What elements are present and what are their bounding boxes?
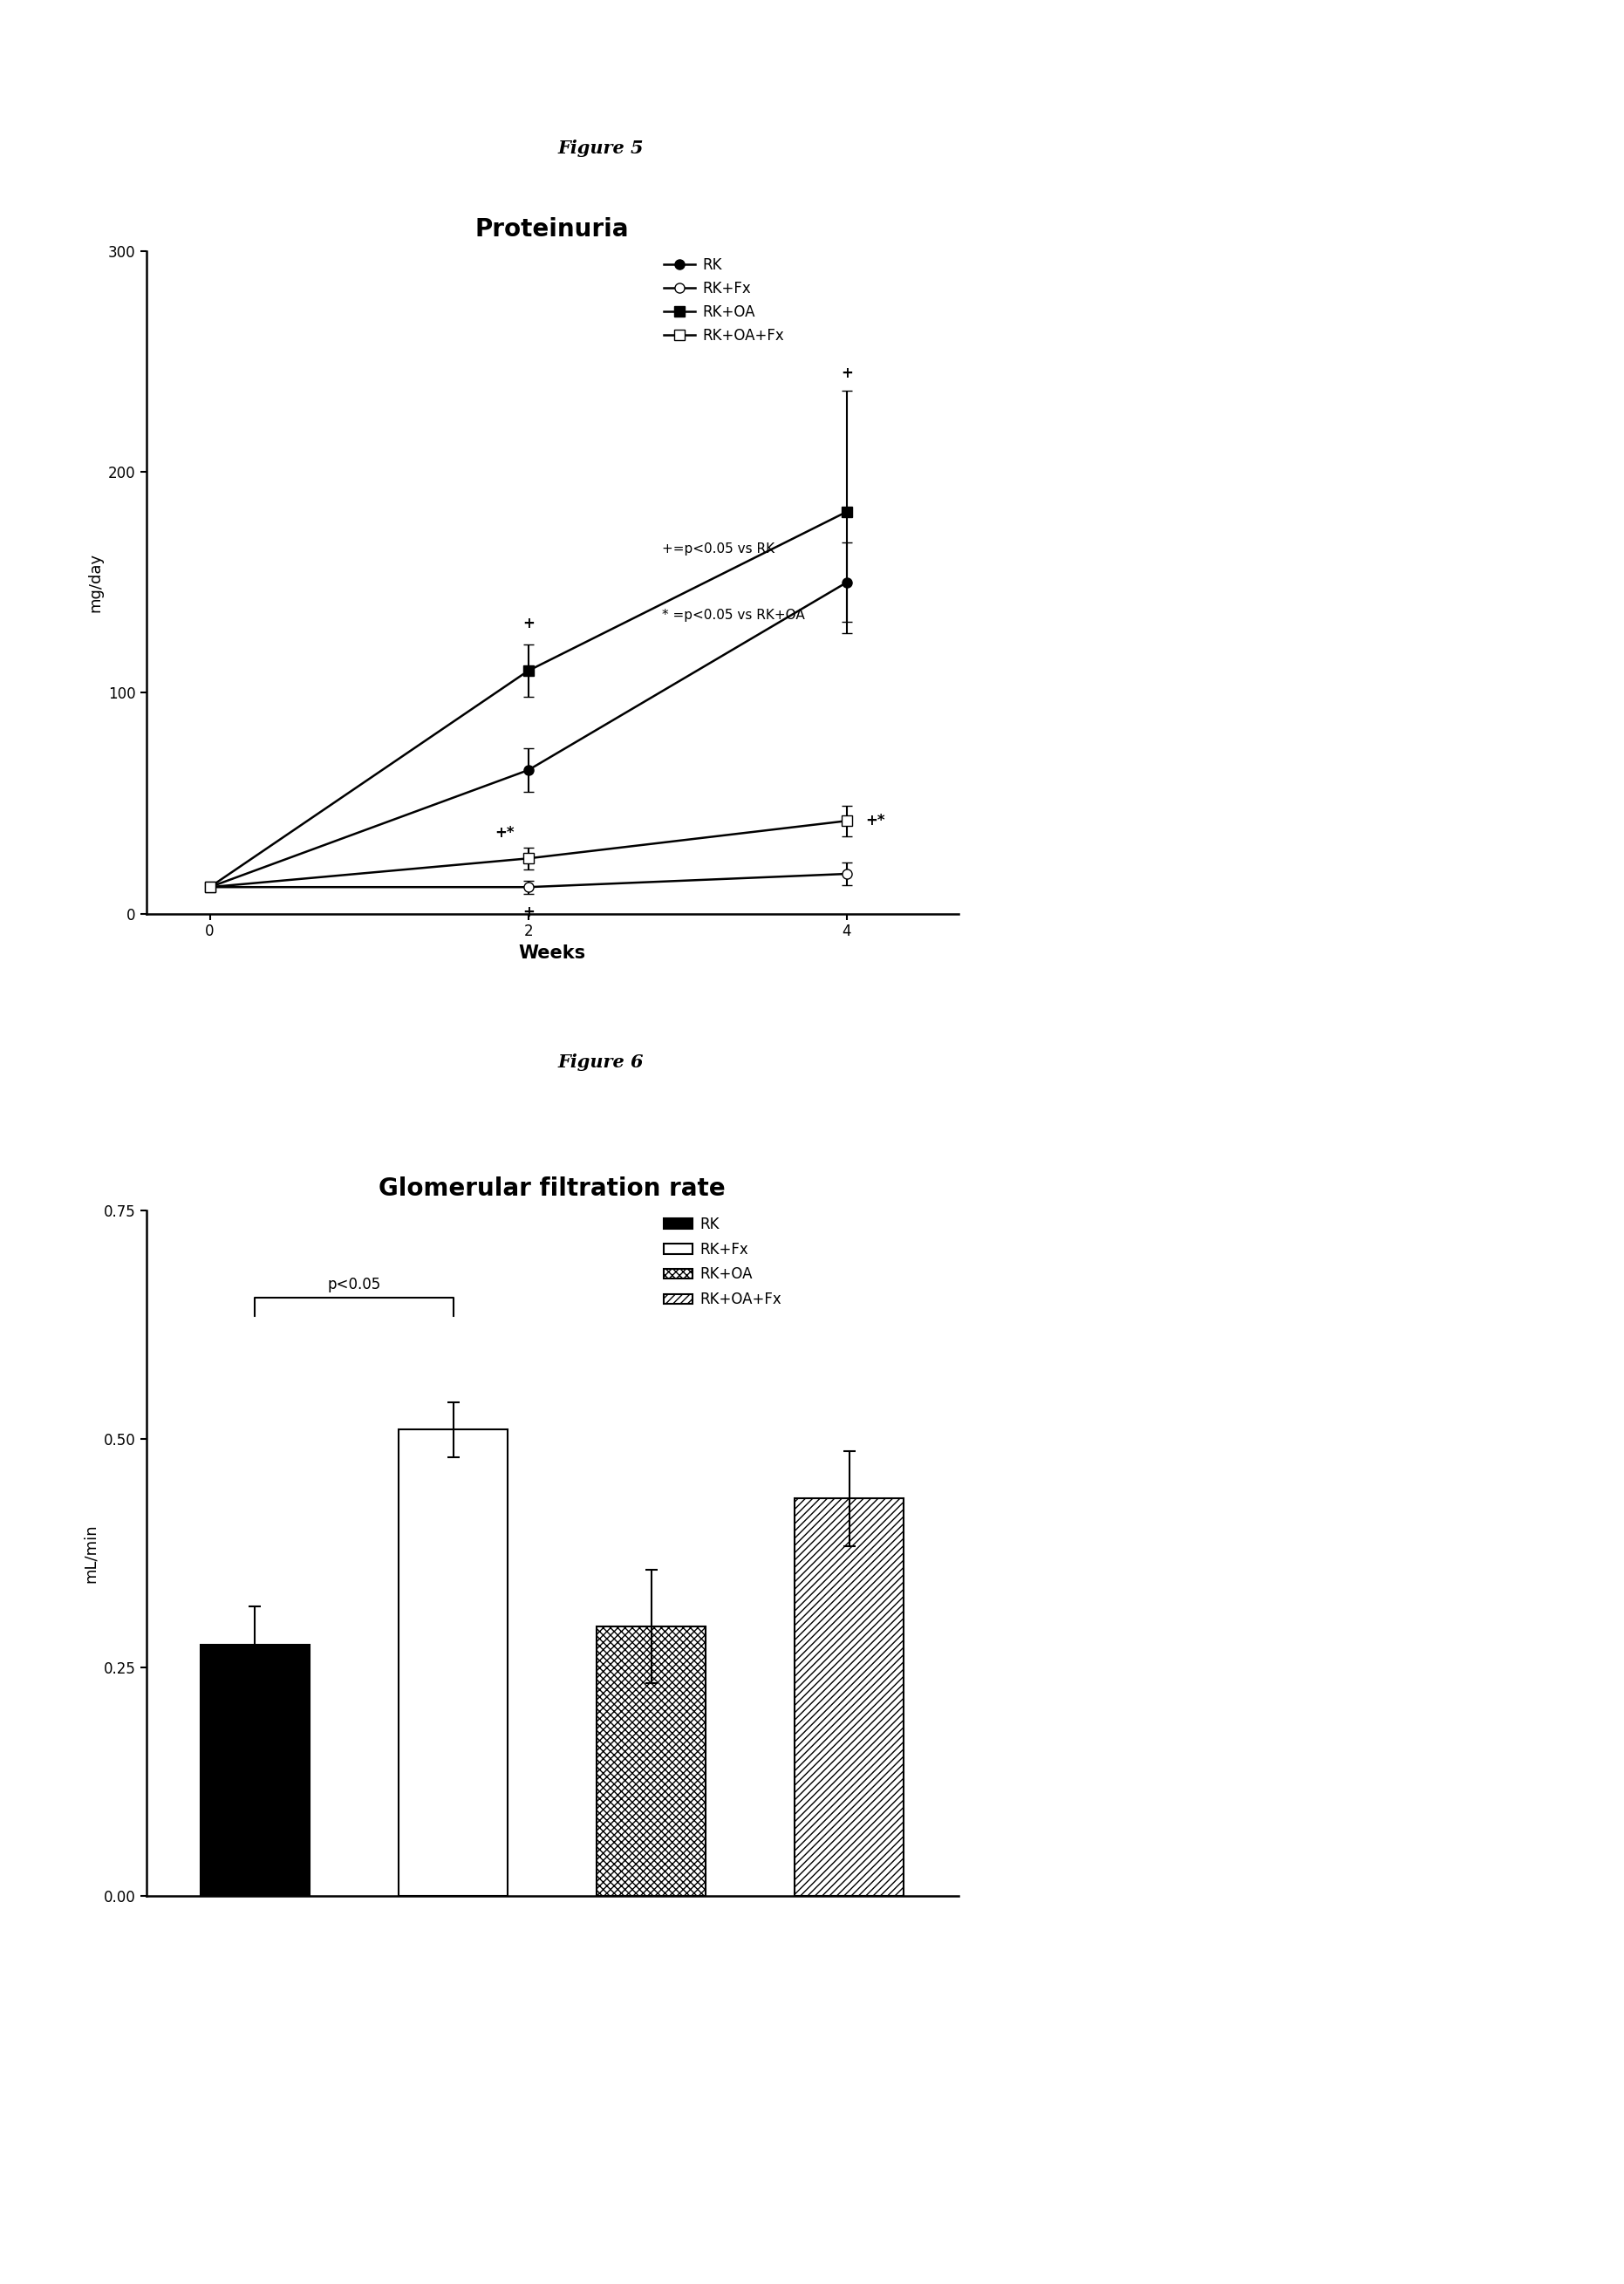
Text: +: + bbox=[523, 904, 534, 920]
Title: Proteinuria: Proteinuria bbox=[476, 217, 628, 242]
Text: Figure 5: Figure 5 bbox=[559, 139, 643, 158]
Y-axis label: mg/day: mg/day bbox=[88, 553, 104, 612]
Y-axis label: mL/min: mL/min bbox=[83, 1523, 99, 1583]
Text: * =p<0.05 vs RK+OA: * =p<0.05 vs RK+OA bbox=[663, 610, 804, 621]
Bar bbox=[398, 1430, 508, 1896]
Bar bbox=[794, 1498, 903, 1896]
Bar bbox=[201, 1644, 310, 1896]
Text: +: + bbox=[523, 614, 534, 630]
Text: +*: +* bbox=[495, 825, 515, 841]
Text: p<0.05: p<0.05 bbox=[328, 1277, 380, 1293]
Text: +: + bbox=[841, 365, 853, 381]
Text: Figure 6: Figure 6 bbox=[559, 1053, 643, 1071]
X-axis label: Weeks: Weeks bbox=[518, 946, 586, 962]
Text: +=p<0.05 vs RK: +=p<0.05 vs RK bbox=[663, 544, 775, 555]
Title: Glomerular filtration rate: Glomerular filtration rate bbox=[378, 1176, 726, 1201]
Text: +*: +* bbox=[866, 813, 885, 829]
Legend: RK, RK+Fx, RK+OA, RK+OA+Fx: RK, RK+Fx, RK+OA, RK+OA+Fx bbox=[658, 1211, 788, 1313]
Bar bbox=[596, 1626, 706, 1896]
Legend: RK, RK+Fx, RK+OA, RK+OA+Fx: RK, RK+Fx, RK+OA, RK+OA+Fx bbox=[658, 251, 791, 349]
